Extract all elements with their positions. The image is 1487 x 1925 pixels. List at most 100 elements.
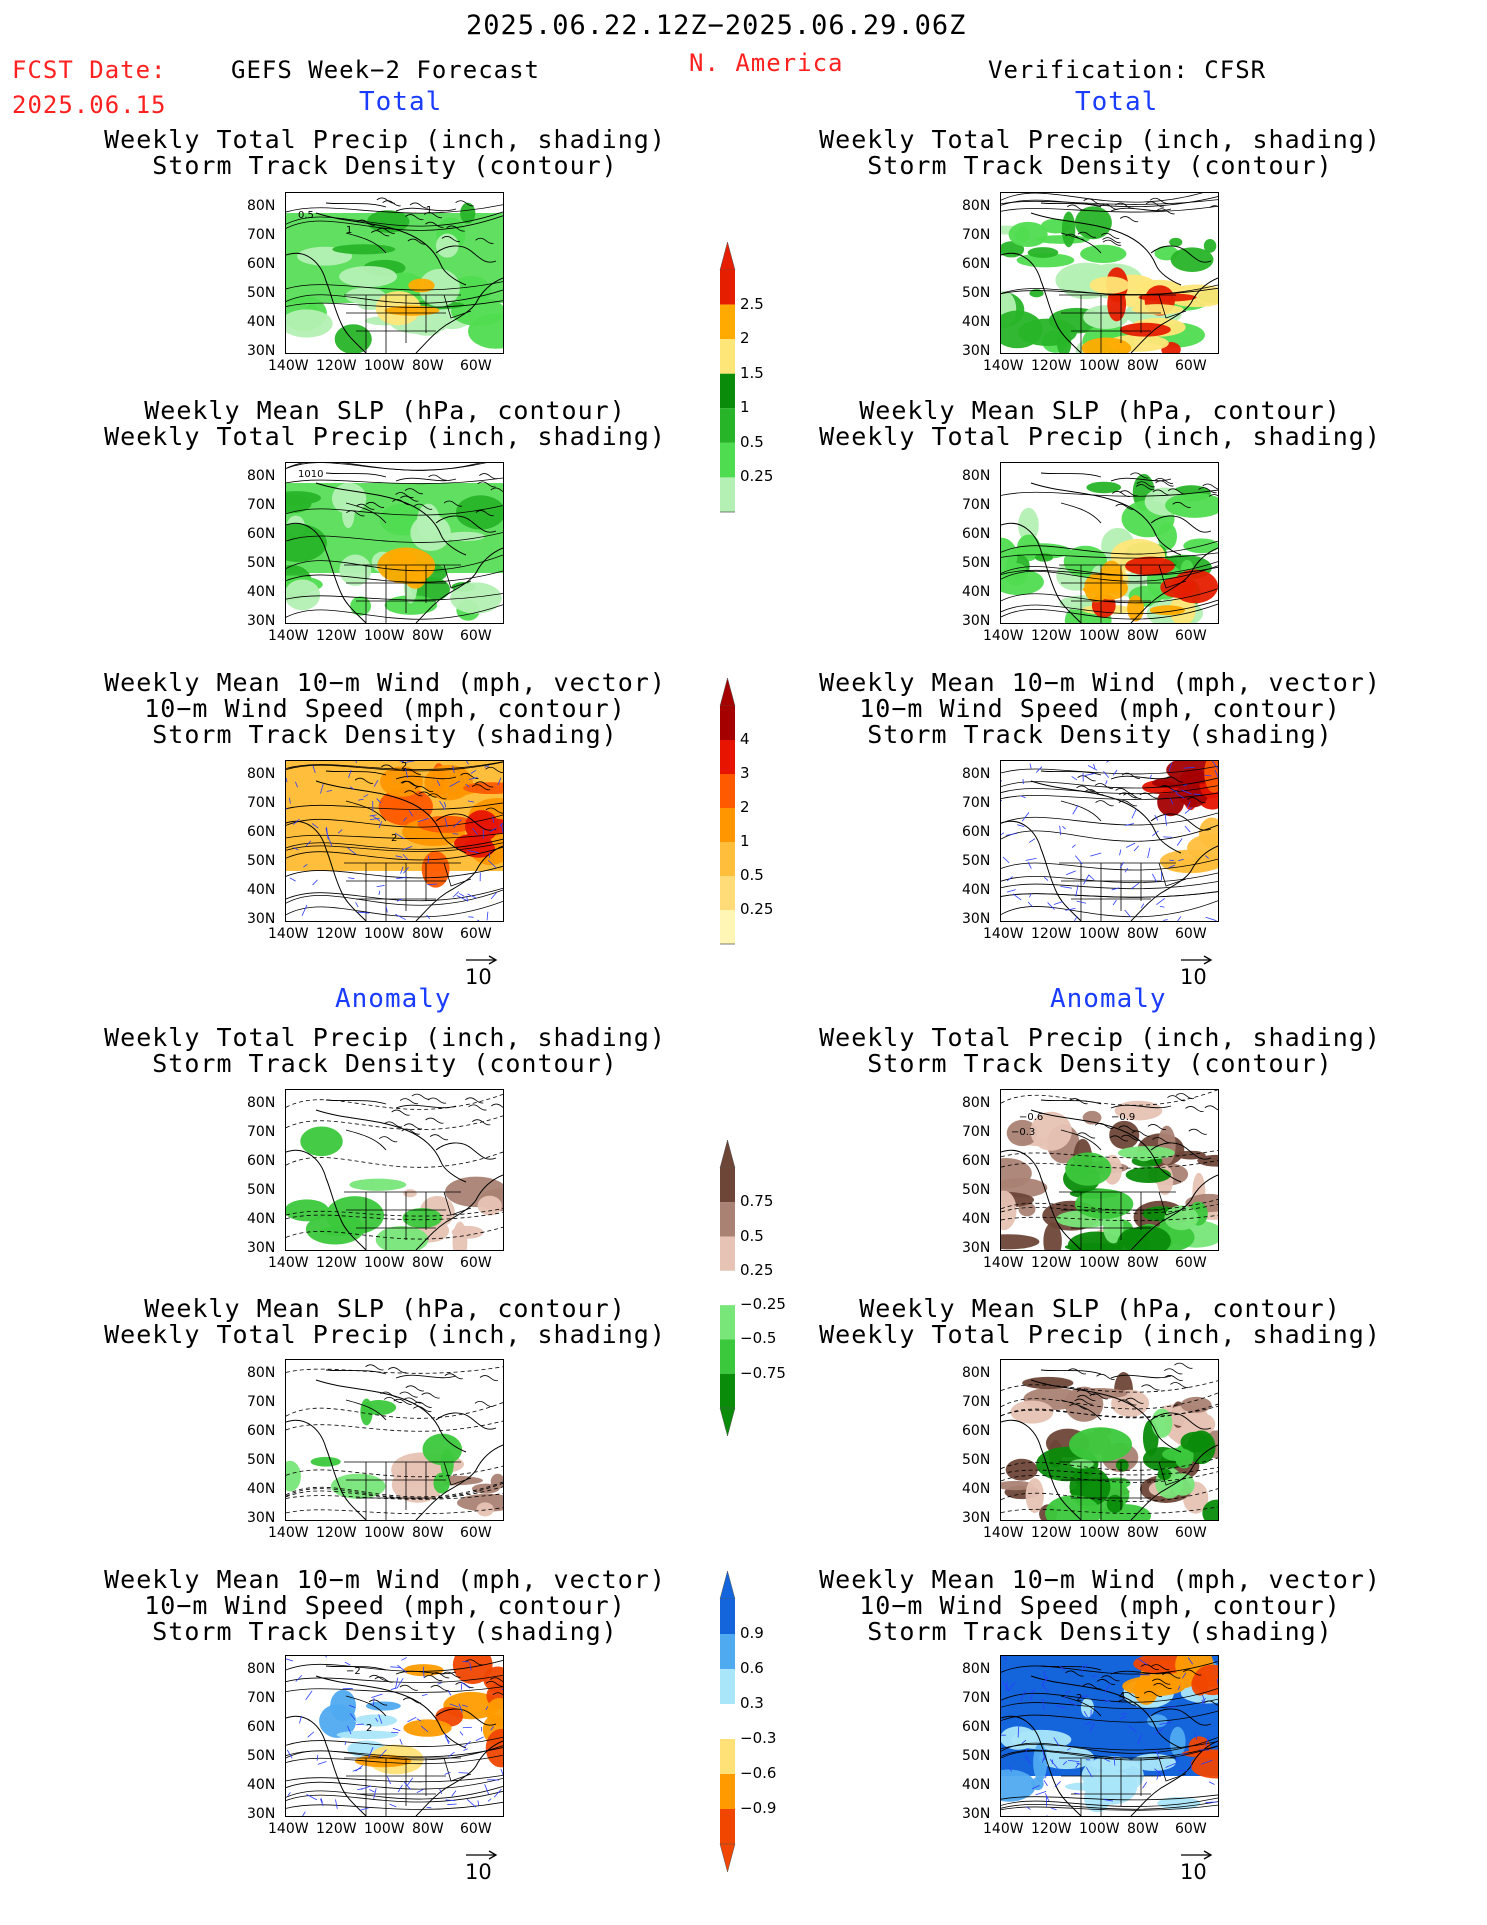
- fcst-date-label: FCST Date:: [12, 56, 167, 84]
- reference-arrow-icon: [1181, 955, 1213, 965]
- vector-reference: 10: [465, 1850, 499, 1884]
- map-panel-fsa: [285, 1359, 504, 1521]
- lon-label: 140W: [268, 1525, 309, 1541]
- lon-label: 100W: [1079, 926, 1120, 942]
- contour-label: 2: [366, 1723, 372, 1734]
- lon-label: 120W: [316, 358, 357, 374]
- title-line: Weekly Mean 10−m Wind (mph, vector): [104, 668, 666, 697]
- lat-label: 80N: [247, 766, 276, 782]
- lon-label: 120W: [1031, 926, 1072, 942]
- lon-label: 100W: [364, 1821, 405, 1837]
- lat-label: 70N: [247, 227, 276, 243]
- lon-label: 100W: [364, 1255, 405, 1271]
- lon-label: 100W: [1079, 628, 1120, 644]
- lat-label: 40N: [962, 1777, 991, 1793]
- lat-label: 40N: [247, 1211, 276, 1227]
- colorbar-precip_anom: [719, 1139, 736, 1437]
- reference-arrow-icon: [1181, 1850, 1213, 1860]
- title-line: Weekly Mean SLP (hPa, contour): [859, 396, 1341, 425]
- colorbar-label: 0.5: [740, 1226, 764, 1245]
- title-line: Weekly Total Precip (inch, shading): [104, 422, 666, 451]
- lat-label: 50N: [962, 1748, 991, 1764]
- title-line: 10−m Wind Speed (mph, contour): [859, 1591, 1341, 1620]
- lat-label: 60N: [247, 256, 276, 272]
- contour-label: −0.3: [1011, 1127, 1035, 1138]
- colorbar-label: −0.75: [740, 1363, 786, 1382]
- lon-label: 80W: [1127, 926, 1159, 942]
- lon-label: 80W: [1127, 358, 1159, 374]
- colorbar-label: 0.6: [740, 1659, 764, 1677]
- title-cfsr-slp-anom: Weekly Mean SLP (hPa, contour) Weekly Tot…: [750, 1296, 1450, 1348]
- lat-label: 40N: [247, 1777, 276, 1793]
- lat-label: 70N: [247, 1124, 276, 1140]
- title-line: Weekly Total Precip (inch, shading): [819, 125, 1381, 154]
- lat-label: 80N: [247, 1095, 276, 1111]
- region-title: N. America: [689, 49, 844, 77]
- lat-label: 40N: [962, 1481, 991, 1497]
- title-fcst-wind-total: Weekly Mean 10−m Wind (mph, vector) 10−m …: [35, 670, 735, 748]
- vector-reference-value: 10: [465, 965, 492, 989]
- lon-label: 80W: [412, 926, 444, 942]
- title-fcst-slp-anom: Weekly Mean SLP (hPa, contour) Weekly Tot…: [35, 1296, 735, 1348]
- title-line: Weekly Mean SLP (hPa, contour): [859, 1294, 1341, 1323]
- lon-label: 60W: [1175, 628, 1207, 644]
- contour-label: −0.9: [1111, 1112, 1135, 1123]
- lat-label: 30N: [962, 1510, 991, 1526]
- title-line: Storm Track Density (contour): [867, 1049, 1333, 1078]
- right-column-title: Verification: CFSR: [988, 56, 1267, 84]
- contour-label: 0.5: [298, 210, 314, 221]
- lon-label: 140W: [268, 1821, 309, 1837]
- lat-label: 60N: [247, 1153, 276, 1169]
- title-line: Weekly Mean SLP (hPa, contour): [144, 396, 626, 425]
- lat-label: 60N: [962, 1423, 991, 1439]
- lon-label: 120W: [1031, 1821, 1072, 1837]
- contour-label: 2: [401, 761, 407, 772]
- lat-label: 80N: [247, 1365, 276, 1381]
- section-total-right: Total: [1075, 87, 1159, 117]
- colorbar-label: −0.9: [740, 1799, 777, 1817]
- title-cfsr-wind-total: Weekly Mean 10−m Wind (mph, vector) 10−m …: [750, 670, 1450, 748]
- title-line: Weekly Total Precip (inch, shading): [819, 1023, 1381, 1052]
- lat-label: 80N: [962, 1365, 991, 1381]
- contour-label: 4: [1119, 1691, 1125, 1702]
- lat-label: 30N: [247, 613, 276, 629]
- contour-label: 2: [391, 833, 397, 844]
- title-line: 10−m Wind Speed (mph, contour): [144, 694, 626, 723]
- lon-label: 140W: [983, 1525, 1024, 1541]
- section-anomaly-right: Anomaly: [1050, 984, 1167, 1014]
- lat-label: 60N: [962, 824, 991, 840]
- lat-label: 30N: [247, 1510, 276, 1526]
- title-line: Weekly Total Precip (inch, shading): [819, 1320, 1381, 1349]
- vector-reference-value: 10: [465, 1860, 492, 1884]
- lat-label: 60N: [962, 1719, 991, 1735]
- map-panel-fpa: [285, 1089, 504, 1251]
- lon-label: 100W: [364, 358, 405, 374]
- lat-label: 70N: [962, 227, 991, 243]
- vector-reference-value: 10: [1180, 1860, 1207, 1884]
- lat-label: 70N: [962, 497, 991, 513]
- lon-label: 120W: [1031, 1255, 1072, 1271]
- lat-label: 80N: [247, 1661, 276, 1677]
- lat-label: 70N: [962, 1690, 991, 1706]
- title-line: Storm Track Density (shading): [152, 720, 618, 749]
- title-cfsr-precip-anom: Weekly Total Precip (inch, shading) Storm…: [750, 1025, 1450, 1077]
- section-anomaly-left: Anomaly: [335, 984, 452, 1014]
- contour-label: −2: [346, 1666, 361, 1677]
- colorbar-label: 0.3: [740, 1694, 764, 1712]
- title-line: 10−m Wind Speed (mph, contour): [144, 1591, 626, 1620]
- lat-label: 40N: [247, 1481, 276, 1497]
- contour-label: 1: [426, 205, 432, 216]
- lon-label: 140W: [983, 358, 1024, 374]
- lat-label: 60N: [962, 1153, 991, 1169]
- title-line: Weekly Mean 10−m Wind (mph, vector): [819, 1565, 1381, 1594]
- title-line: Storm Track Density (shading): [867, 720, 1333, 749]
- title-fcst-precip-total: Weekly Total Precip (inch, shading) Storm…: [35, 127, 735, 179]
- contour-label: 2: [1076, 1693, 1082, 1704]
- lon-label: 80W: [412, 1525, 444, 1541]
- colorbar-label: 1.5: [740, 363, 764, 382]
- title-line: Storm Track Density (contour): [152, 1049, 618, 1078]
- lat-label: 30N: [962, 613, 991, 629]
- lat-label: 30N: [962, 1806, 991, 1822]
- lat-label: 80N: [962, 198, 991, 214]
- lon-label: 80W: [1127, 628, 1159, 644]
